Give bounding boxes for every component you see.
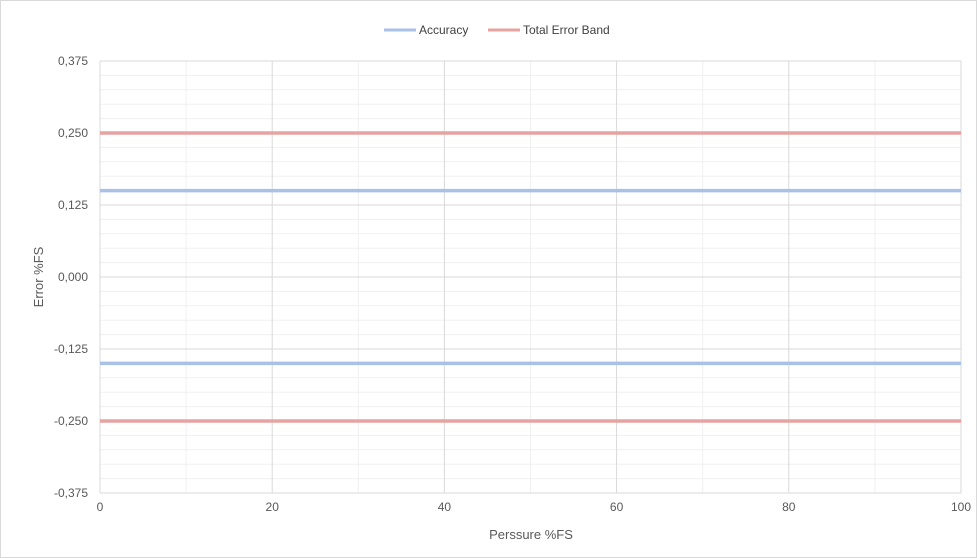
y-tick-label: 0,250 (58, 126, 88, 140)
minor-gridlines (100, 61, 961, 493)
x-axis-title: Perssure %FS (489, 527, 573, 542)
y-tick-label: 0,375 (58, 54, 88, 68)
y-tick-label: -0,375 (54, 486, 88, 500)
x-tick-label: 20 (266, 500, 280, 514)
y-tick-label: -0,250 (54, 414, 88, 428)
legend-label-accuracy: Accuracy (419, 23, 468, 37)
y-tick-label: 0,125 (58, 198, 88, 212)
y-tick-label: -0,125 (54, 342, 88, 356)
x-tick-label: 60 (610, 500, 624, 514)
y-axis-title: Error %FS (31, 246, 46, 307)
legend: Accuracy Total Error Band (384, 23, 610, 37)
x-tick-labels: 0 20 40 60 80 100 (97, 500, 972, 514)
legend-label-total-error-band: Total Error Band (523, 23, 610, 37)
x-tick-label: 40 (438, 500, 452, 514)
series-lines (100, 131, 961, 423)
y-tick-labels: 0,375 0,250 0,125 0,000 -0,125 -0,250 -0,375 (54, 54, 88, 500)
x-tick-label: 0 (97, 500, 104, 514)
x-tick-label: 80 (782, 500, 796, 514)
y-tick-label: 0,000 (58, 270, 88, 284)
x-tick-label: 100 (951, 500, 971, 514)
